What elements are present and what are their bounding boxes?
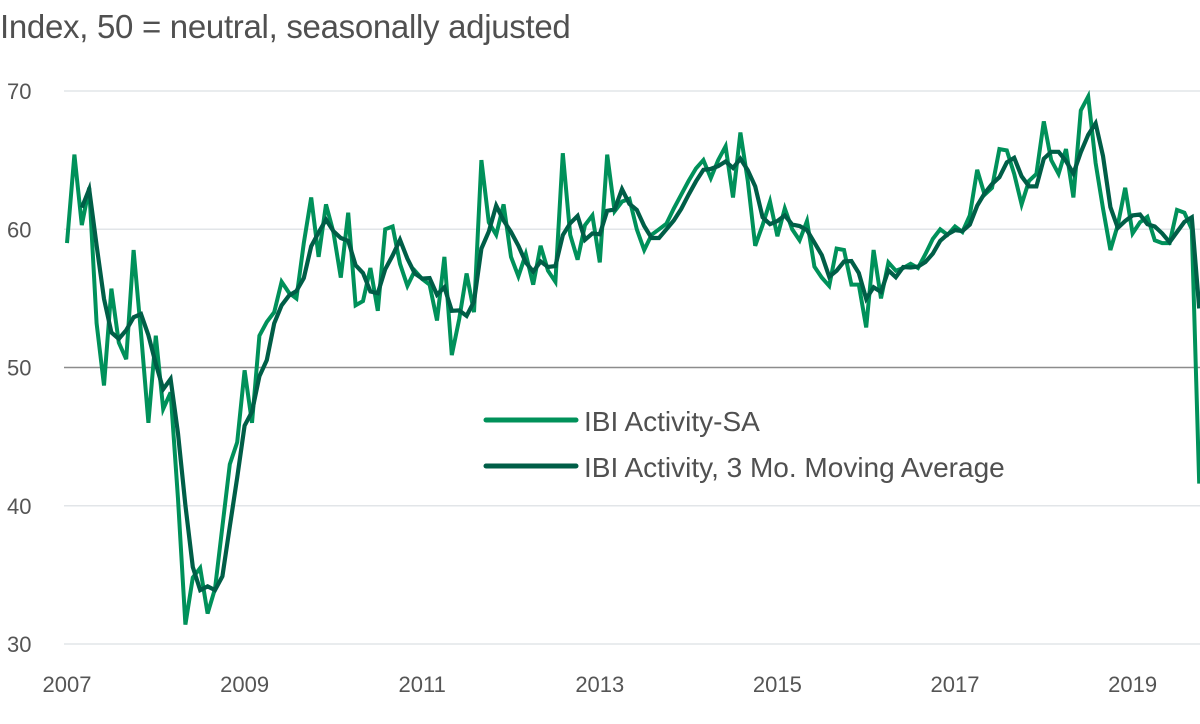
x-axis-ticks: 2007 2009 2011 2013 2015 2017 2019: [43, 672, 1158, 697]
y-tick-label: 60: [7, 217, 31, 242]
x-tick-label: 2019: [1108, 672, 1157, 697]
y-tick-label: 30: [7, 632, 31, 657]
x-tick-label: 2011: [399, 672, 446, 697]
x-tick-label: 2009: [220, 672, 269, 697]
series-line-ibi-activity-3mo-ma: [79, 117, 1200, 594]
x-tick-label: 2015: [753, 672, 802, 697]
y-tick-label: 70: [7, 79, 31, 104]
chart-title: Index, 50 = neutral, seasonally adjusted: [0, 8, 571, 45]
legend-label-sa: IBI Activity-SA: [584, 406, 760, 437]
x-tick-label: 2013: [575, 672, 624, 697]
y-tick-label: 40: [7, 494, 31, 519]
x-tick-label: 2007: [43, 672, 92, 697]
series-lines: [65, 89, 1200, 625]
gridlines: [64, 90, 1200, 645]
y-axis-ticks: 30 40 50 60 70: [7, 79, 31, 657]
y-tick-label: 50: [7, 356, 31, 381]
x-tick-label: 2017: [931, 672, 980, 697]
legend: IBI Activity-SA IBI Activity, 3 Mo. Movi…: [483, 406, 1005, 483]
series-line-ibi-activity-sa: [65, 89, 1200, 625]
legend-label-ma: IBI Activity, 3 Mo. Moving Average: [584, 452, 1005, 483]
